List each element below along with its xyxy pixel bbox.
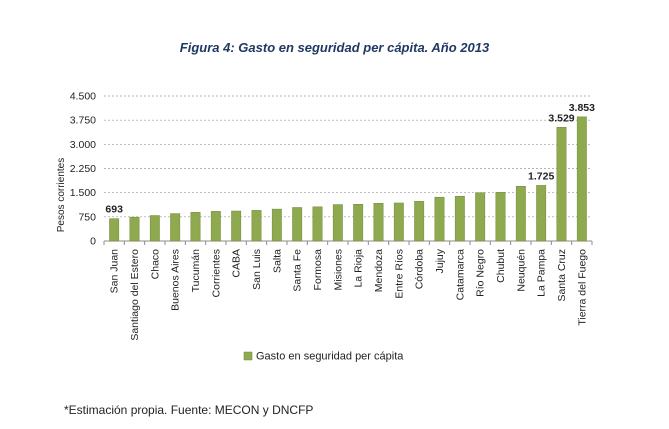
x-tick-label: Entre Ríos <box>393 249 405 299</box>
bar <box>170 213 181 242</box>
data-label: 693 <box>105 204 123 216</box>
bar <box>292 207 303 242</box>
bar <box>271 208 282 242</box>
y-tick-label: 3.750 <box>70 115 96 127</box>
bars <box>109 116 587 242</box>
bar <box>576 116 587 242</box>
legend: Gasto en seguridad per cápita <box>243 351 404 363</box>
bar <box>129 216 140 242</box>
x-tick-label: Córdoba <box>414 249 426 289</box>
x-tick-label: San Juan <box>109 249 121 294</box>
bar <box>475 192 486 242</box>
x-tick-label: CABA <box>231 249 243 278</box>
bar <box>190 212 201 242</box>
bar <box>495 192 506 242</box>
y-tick-label: 0 <box>90 236 96 248</box>
bar <box>536 185 547 242</box>
bar <box>231 210 242 242</box>
bar <box>210 211 221 242</box>
y-tick-labels: 0 750 1.500 2.250 3.000 3.750 4.500 <box>70 91 96 248</box>
source-note: *Estimación propia. Fuente: MECON y DNCF… <box>64 403 314 417</box>
bar <box>251 210 262 242</box>
data-label: 3.529 <box>548 112 574 124</box>
bar <box>332 204 343 242</box>
bar <box>515 185 526 242</box>
x-tick-label: Río Negro <box>475 249 487 297</box>
bar <box>556 127 567 242</box>
y-axis-label: Pesos corrientes <box>56 158 67 232</box>
x-tick-label: San Luis <box>251 249 263 290</box>
x-tick-label: Corrientes <box>210 249 222 297</box>
x-tick-label: Chaco <box>149 249 161 280</box>
axes <box>103 240 593 245</box>
y-tick-label: 750 <box>78 211 96 223</box>
x-tick-label: Tierra del Fuego <box>576 249 588 326</box>
x-tick-label: Tucumán <box>190 249 202 293</box>
y-tick-label: 3.000 <box>70 139 96 151</box>
legend-swatch <box>243 351 253 361</box>
data-label: 3.853 <box>569 102 595 114</box>
x-tick-label: La Pampa <box>536 249 548 297</box>
y-tick-label: 1.500 <box>70 187 96 199</box>
bar <box>414 201 425 242</box>
x-tick-label: La Rioja <box>353 249 365 288</box>
x-tick-label: Chubut <box>495 249 507 283</box>
legend-label: Gasto en seguridad per cápita <box>256 351 404 363</box>
bar <box>373 203 384 242</box>
x-tick-label: Buenos Aires <box>170 249 182 311</box>
x-tick-label: Misiones <box>332 249 344 290</box>
x-tick-label: Santiago del Estero <box>129 249 141 341</box>
bar <box>393 202 404 242</box>
x-tick-label: Salta <box>271 249 283 273</box>
bar <box>109 218 120 242</box>
bar <box>454 195 465 242</box>
x-tick-label: Santa Fe <box>292 249 304 292</box>
data-label: 1.725 <box>528 170 554 182</box>
y-tick-label: 2.250 <box>70 163 96 175</box>
x-tick-label: Formosa <box>312 249 324 291</box>
x-tick-label: Catamarca <box>454 249 466 301</box>
x-tick-label: Santa Cruz <box>556 249 568 302</box>
bar <box>312 206 323 242</box>
bar <box>149 215 160 242</box>
x-tick-labels: San Juan Santiago del Estero Chaco Buenos A… <box>109 248 589 340</box>
bar <box>434 196 445 242</box>
bar <box>353 204 364 242</box>
x-tick-label: Neuquén <box>515 249 527 292</box>
gridlines <box>104 95 592 218</box>
x-tick-label: Jujuy <box>434 248 446 273</box>
y-tick-label: 4.500 <box>70 91 96 103</box>
chart-title: Figura 4: Gasto en seguridad per cápita.… <box>179 40 490 55</box>
x-tick-label: Mendoza <box>373 249 385 292</box>
